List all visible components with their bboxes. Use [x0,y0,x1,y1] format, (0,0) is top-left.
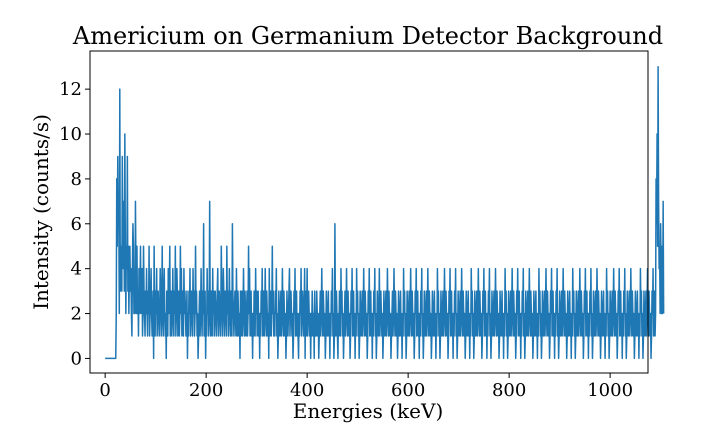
data-series-line [104,65,665,360]
x-tick-label: 1000 [587,380,633,401]
x-tick-label: 0 [99,380,110,401]
axes-frame [89,50,649,374]
x-tick-label: 800 [492,380,526,401]
x-axis: 0 200 400 600 800 1000 [99,373,633,401]
plot-area [104,65,665,360]
x-tick-label: 400 [290,380,324,401]
x-axis-label: Energies (keV) [293,399,444,423]
y-tick-label: 6 [71,214,82,235]
x-tick-label: 200 [189,380,223,401]
chart-title: Americium on Germanium Detector Backgrou… [72,22,663,50]
x-tick-label: 600 [391,380,425,401]
y-tick-label: 12 [59,79,82,100]
y-axis: 0 2 4 6 8 10 12 [59,79,90,369]
y-tick-label: 10 [59,124,82,145]
y-tick-label: 0 [71,348,82,369]
y-tick-label: 4 [71,259,82,280]
y-tick-label: 8 [71,169,82,190]
y-tick-label: 2 [71,304,82,325]
y-axis-label: Intensity (counts/s) [29,114,53,310]
